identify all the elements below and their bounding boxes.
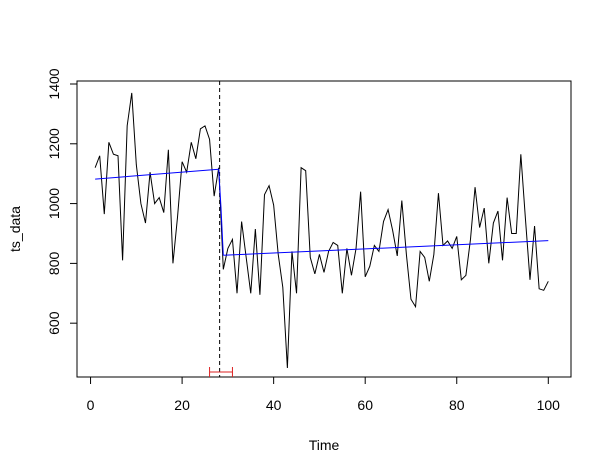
y-tick-label: 1000 [46,188,62,219]
plot-frame [76,80,572,378]
fitted-transition [218,169,224,256]
x-tick-label: 100 [537,397,561,413]
x-tick-label: 80 [449,397,465,413]
x-tick-label: 40 [266,397,282,413]
y-tick-label: 1200 [46,128,62,159]
x-axis: 0 20 40 60 80 100 [87,376,561,413]
x-tick-label: 60 [357,397,373,413]
fitted-segment-2 [223,240,549,256]
x-tick-label: 0 [87,397,95,413]
breakpoint-confidence-interval [209,367,233,377]
fitted-segment-1 [95,168,219,180]
observed-series-line [94,92,549,369]
y-tick-label: 1400 [46,68,62,99]
annotations [209,81,233,377]
x-tick-label: 20 [174,397,190,413]
y-tick-label: 600 [46,311,62,335]
y-axis: 600 800 1000 1200 1400 [46,68,78,335]
x-axis-title: Time [309,437,340,453]
y-tick-label: 800 [46,251,62,275]
y-axis-title: ts_data [7,206,23,252]
series-layer [94,92,549,369]
